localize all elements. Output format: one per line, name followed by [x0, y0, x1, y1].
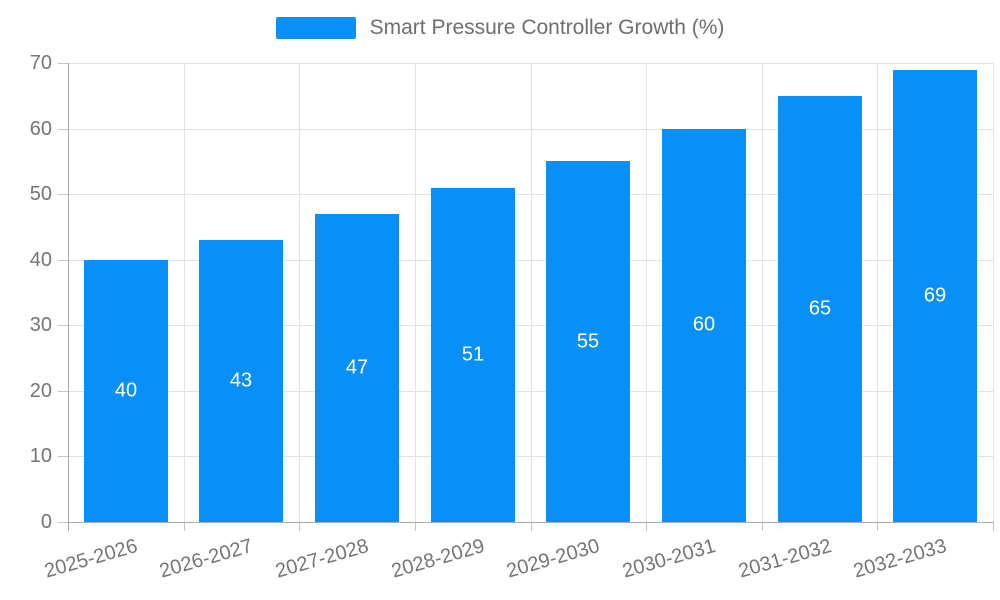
y-axis-tick-label: 10	[29, 445, 52, 467]
bar-2029-2030	[546, 161, 630, 522]
y-axis-tick-label: 40	[29, 249, 52, 271]
x-axis-tick	[762, 522, 763, 531]
bar-value-label: 65	[808, 297, 832, 320]
gridline-horizontal	[68, 194, 993, 195]
x-axis-tick	[993, 522, 994, 531]
bar-2028-2029	[431, 188, 515, 522]
gridline-vertical	[877, 63, 878, 522]
bar-2026-2027	[199, 240, 283, 522]
gridline-horizontal	[68, 129, 993, 130]
bar-value-label: 60	[692, 313, 716, 336]
y-axis-tick-label: 0	[40, 511, 52, 533]
gridline-horizontal	[68, 325, 993, 326]
y-axis-tick	[58, 63, 68, 64]
x-axis-tick	[184, 522, 185, 531]
x-axis-tick	[531, 522, 532, 531]
bar-2027-2028	[315, 214, 399, 522]
y-axis-tick	[58, 391, 68, 392]
x-axis-tick	[646, 522, 647, 531]
gridline-vertical	[415, 63, 416, 522]
bar-value-label: 55	[576, 330, 600, 353]
gridline-horizontal	[68, 456, 993, 457]
legend-swatch	[275, 17, 356, 39]
y-axis-tick	[58, 129, 68, 130]
bar-value-label: 43	[229, 369, 253, 392]
gridline-vertical	[299, 63, 300, 522]
y-axis-line	[68, 63, 69, 531]
gridline-horizontal	[68, 260, 993, 261]
bar-2032-2033	[893, 70, 977, 522]
y-axis-tick	[58, 325, 68, 326]
gridline-vertical	[646, 63, 647, 522]
gridline-vertical	[993, 63, 994, 522]
bar-value-label: 51	[461, 343, 485, 366]
x-axis-tick	[877, 522, 878, 531]
chart-legend[interactable]: Smart Pressure Controller Growth (%)	[0, 16, 1000, 40]
gridline-horizontal	[68, 391, 993, 392]
legend-label: Smart Pressure Controller Growth (%)	[369, 16, 725, 39]
y-axis-tick	[58, 260, 68, 261]
gridline-vertical	[184, 63, 185, 522]
bar-value-label: 40	[114, 379, 138, 402]
bar-2025-2026	[84, 260, 168, 522]
y-axis-tick	[58, 522, 68, 523]
x-axis-tick	[299, 522, 300, 531]
y-axis-tick-label: 60	[29, 118, 52, 140]
bar-2031-2032	[778, 96, 862, 522]
y-axis-tick-label: 50	[29, 183, 52, 205]
bar-2030-2031	[662, 129, 746, 522]
y-axis-tick-label: 30	[29, 314, 52, 336]
gridline-vertical	[762, 63, 763, 522]
bar-value-label: 47	[345, 356, 369, 379]
y-axis-tick-label: 20	[29, 380, 52, 402]
gridline-horizontal	[68, 63, 993, 64]
gridline-vertical	[531, 63, 532, 522]
x-axis-tick	[415, 522, 416, 531]
y-axis-tick	[58, 456, 68, 457]
x-axis-line	[68, 522, 993, 523]
bar-value-label: 69	[923, 284, 947, 307]
y-axis-tick	[58, 194, 68, 195]
y-axis-tick-label: 70	[29, 52, 52, 74]
